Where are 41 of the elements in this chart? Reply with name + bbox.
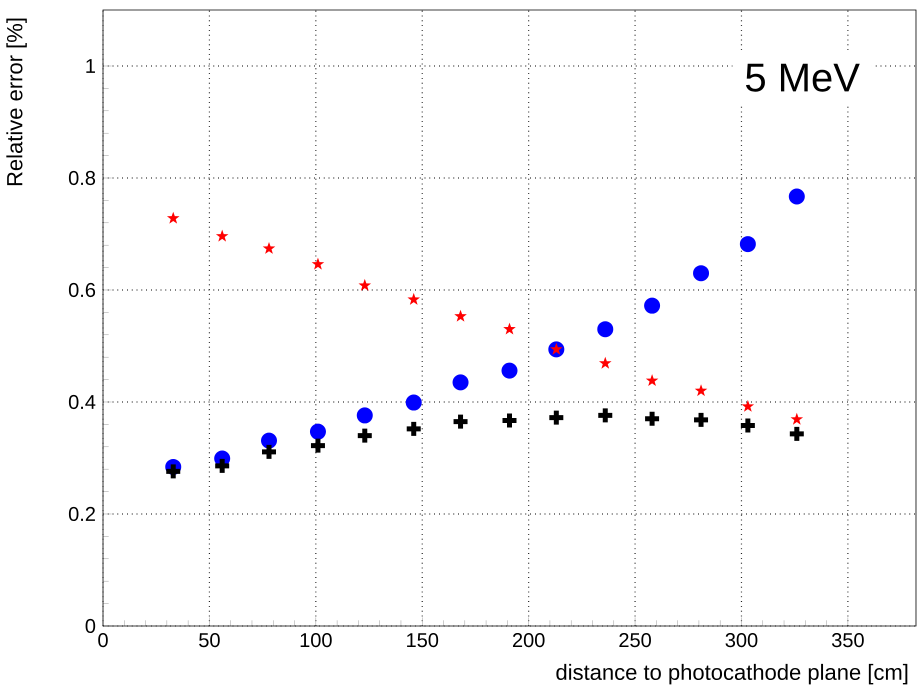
- point: [503, 322, 516, 335]
- point: [502, 362, 518, 379]
- y-tick-label: 0.2: [68, 506, 95, 522]
- point: [216, 230, 228, 242]
- annotation: 5 MeV: [746, 64, 860, 92]
- point: [310, 424, 326, 440]
- point: [312, 258, 324, 270]
- x-tick-label: 100: [300, 633, 332, 648]
- y-tick-label: 0: [86, 618, 96, 634]
- point: [454, 310, 467, 322]
- point: [452, 374, 469, 390]
- x-tick-label: 50: [199, 633, 220, 648]
- x-tick-label: 0: [98, 633, 108, 648]
- x-tick-label: 300: [726, 633, 758, 648]
- point: [790, 412, 804, 425]
- point: [694, 384, 708, 396]
- x-tick-label: 200: [512, 633, 545, 648]
- point: [262, 242, 276, 254]
- y-tick-label: 0.8: [68, 170, 96, 186]
- point: [646, 374, 658, 386]
- point: [166, 212, 180, 224]
- point: [693, 265, 710, 282]
- point: [356, 407, 373, 424]
- point: [261, 432, 278, 449]
- point: [742, 400, 754, 412]
- x-tick-label: 150: [407, 633, 438, 648]
- x-tick-label: 350: [832, 633, 864, 648]
- point: [597, 321, 614, 338]
- x-axis-title: distance to photocathode plane [cm]: [556, 664, 908, 684]
- point: [406, 394, 422, 411]
- point: [598, 356, 612, 369]
- x-tick-label: 250: [619, 633, 651, 648]
- y-tick-label: 1: [86, 59, 95, 73]
- y-tick-label: 0.6: [68, 282, 96, 298]
- point: [788, 188, 805, 204]
- point: [407, 292, 420, 305]
- point: [740, 236, 756, 252]
- point: [644, 298, 660, 314]
- y-axis-title: Relative error [%]: [6, 18, 27, 186]
- y-tick-label: 0.4: [68, 394, 96, 410]
- point: [358, 278, 372, 291]
